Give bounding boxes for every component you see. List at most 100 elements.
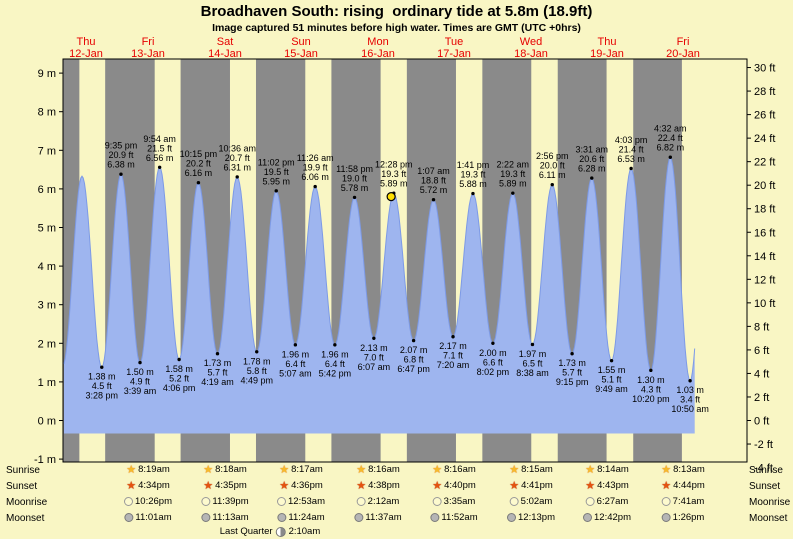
annotation-line: 1.03 m <box>676 385 704 395</box>
annotation-line: 10:20 pm <box>632 394 670 404</box>
day-name: Wed <box>520 36 542 48</box>
sunset-time: 4:43pm <box>597 480 629 491</box>
last-quarter-moon-icon <box>275 526 286 537</box>
moonset-time-entry: 1:26pm <box>661 512 704 523</box>
day-date: 17-Jan <box>437 48 471 60</box>
low-tide-dot <box>411 338 416 343</box>
left-axis-label: 1 m <box>38 377 56 389</box>
right-axis-label: 18 ft <box>754 204 775 216</box>
day-name: Fri <box>677 36 690 48</box>
low-tide-annotation: 1.38 m4.5 ft3:28 pm <box>86 372 119 401</box>
moonrise-time: 3:35am <box>443 496 476 507</box>
high-tide-dot <box>511 191 515 195</box>
annotation-line: 5.2 ft <box>169 374 190 384</box>
low-tide-dot <box>570 352 574 356</box>
annotation-line: 10:50 am <box>671 404 709 414</box>
moonrise-time: 5:02am <box>520 496 553 507</box>
annotation-line: 2:56 pm <box>536 151 569 161</box>
moonrise-time-entry: 11:39pm <box>201 496 249 507</box>
low-tide-dot <box>215 352 220 356</box>
sunrise-time: 8:13am <box>673 464 705 475</box>
annotation-line: 1.58 m <box>165 364 193 374</box>
left-axis-label: 5 m <box>38 223 56 235</box>
low-tide-dot <box>649 368 653 373</box>
moonrise-icon <box>277 497 287 506</box>
low-tide-annotation: 1.73 m5.7 ft4:19 am <box>201 358 234 387</box>
sunrise-time: 8:19am <box>138 464 170 475</box>
annotation-line: 5.1 ft <box>602 375 623 385</box>
annotation-line: 2.00 m <box>479 348 507 358</box>
high-tide-dot <box>313 184 317 189</box>
annotation-line: 1.30 m <box>637 375 665 385</box>
sunset-icon: ★ <box>509 479 520 492</box>
day-name: Sun <box>291 36 311 48</box>
low-tide-annotation: 2.00 m6.6 ft8:02 pm <box>477 348 510 377</box>
low-tide-dot <box>100 365 104 369</box>
annotation-line: 4.9 ft <box>130 377 151 387</box>
moonrise-time: 11:39pm <box>212 496 249 507</box>
sunset-row-label-left: Sunset <box>6 481 38 492</box>
high-tide-dot <box>668 155 673 159</box>
high-tide-dot <box>431 198 436 202</box>
sunrise-time-entry: ★ 8:15am <box>509 464 553 475</box>
annotation-line: 21.5 ft <box>147 143 173 153</box>
low-tide-annotation: 2.07 m6.8 ft6:47 pm <box>397 345 430 374</box>
sunset-icon: ★ <box>126 479 137 492</box>
left-axis-label: 0 m <box>38 416 56 428</box>
annotation-line: 4:06 pm <box>163 383 196 393</box>
low-tide-annotation: 1.97 m6.5 ft8:38 am <box>516 349 549 378</box>
sunrise-icon: ★ <box>203 463 214 476</box>
low-tide-dot <box>138 360 142 365</box>
annotation-line: 5.72 m <box>420 185 448 195</box>
annotation-line: 6.6 ft <box>483 357 504 367</box>
moonset-time: 12:13pm <box>518 512 555 523</box>
moonrise-icon <box>432 497 442 506</box>
annotation-line: 20.9 ft <box>108 150 134 160</box>
sunrise-icon: ★ <box>279 463 290 476</box>
page-subtitle: Image captured 51 minutes before high wa… <box>212 22 581 34</box>
sunset-icon: ★ <box>661 479 672 492</box>
annotation-line: 3:39 am <box>124 386 157 396</box>
annotation-line: 6.53 m <box>617 154 645 164</box>
moonset-row: Moonset Moonset 11:01am 11:13am 11:24am 11:37… <box>0 512 793 527</box>
right-axis-label: 10 ft <box>754 298 775 310</box>
sunset-time-entry: ★ 4:43pm <box>585 480 629 491</box>
left-axis-label: 4 m <box>38 261 56 273</box>
moonset-icon <box>354 513 364 522</box>
right-axis-label: 24 ft <box>754 133 775 145</box>
annotation-line: 21.4 ft <box>619 144 645 154</box>
annotation-line: 1:07 am <box>417 166 450 176</box>
sunset-time: 4:36pm <box>291 480 323 491</box>
moonrise-time-entry: 7:41am <box>661 496 704 507</box>
right-axis-label: 2 ft <box>754 392 769 404</box>
tide-curve-line <box>63 156 696 382</box>
annotation-line: 12:28 pm <box>375 160 413 170</box>
annotation-line: 8:02 pm <box>477 367 510 377</box>
annotation-line: 1.50 m <box>126 367 154 377</box>
moonset-time-entry: 11:13am <box>201 512 249 523</box>
annotation-line: 9:15 pm <box>556 377 589 387</box>
sunset-row-label-right: Sunset <box>749 481 781 492</box>
annotation-line: 6.56 m <box>146 153 174 163</box>
annotation-line: 6.8 ft <box>404 355 425 365</box>
annotation-line: 7:20 am <box>437 360 470 370</box>
day-date: 12-Jan <box>69 48 103 60</box>
annotation-line: 20.2 ft <box>186 159 212 169</box>
sunset-icon: ★ <box>432 479 443 492</box>
moonrise-row-label-left: Moonrise <box>6 497 48 508</box>
sunrise-row-label-right: Sunrise <box>749 465 783 476</box>
annotation-line: 5.7 ft <box>562 368 583 378</box>
left-axis-label: -1 m <box>34 454 56 466</box>
right-axis-label: 26 ft <box>754 110 775 122</box>
annotation-line: 7.1 ft <box>443 351 464 361</box>
annotation-line: 10:15 pm <box>180 149 218 159</box>
right-axis-label: 28 ft <box>754 86 775 98</box>
sunrise-time: 8:16am <box>368 464 400 475</box>
right-axis-label: 22 ft <box>754 157 775 169</box>
